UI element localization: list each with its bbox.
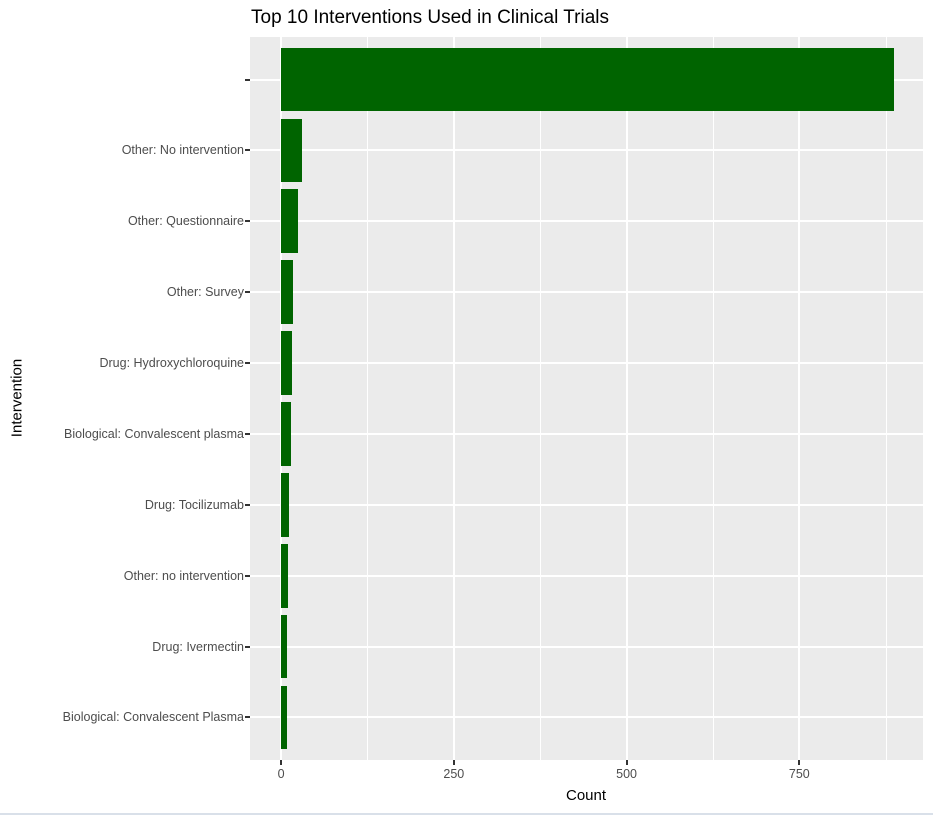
gridline-major-y-9 — [250, 716, 923, 719]
y-tick-8 — [245, 645, 250, 648]
y-axis-label-7: Other: no intervention — [123, 568, 244, 583]
bottom-rule — [0, 813, 933, 815]
plot-panel — [250, 37, 923, 760]
gridline-major-y-3 — [250, 291, 923, 294]
y-tick-7 — [245, 574, 250, 577]
gridline-major-y-6 — [250, 503, 923, 506]
gridline-major-x-750 — [798, 37, 801, 760]
bar-7 — [281, 543, 288, 608]
x-tick-0 — [280, 760, 283, 765]
gridline-major-y-1 — [250, 149, 923, 152]
x-axis-label-250: 250 — [443, 767, 465, 781]
y-tick-0 — [245, 78, 250, 81]
bar-2 — [281, 189, 298, 254]
gridline-minor-x-375 — [540, 37, 542, 760]
bar-0 — [281, 47, 894, 112]
chart-title: Top 10 Interventions Used in Clinical Tr… — [251, 7, 610, 28]
y-axis-label-1: Other: No intervention — [121, 143, 244, 158]
y-tick-3 — [245, 291, 250, 294]
x-tick-500 — [625, 760, 628, 765]
gridline-minor-x-875 — [885, 37, 887, 760]
y-axis-label-6: Drug: Tocilizumab — [144, 497, 244, 512]
y-tick-5 — [245, 432, 250, 435]
x-axis-label-0: 0 — [277, 767, 285, 781]
bar-5 — [281, 402, 292, 466]
gridline-major-y-4 — [250, 362, 923, 365]
gridline-major-x-250 — [452, 37, 455, 760]
y-axis-title: Intervention — [8, 358, 26, 438]
y-tick-9 — [245, 716, 250, 719]
y-tick-2 — [245, 220, 250, 223]
gridline-minor-x-625 — [712, 37, 714, 760]
bar-6 — [281, 472, 289, 537]
y-axis-label-5: Biological: Convalescent plasma — [64, 426, 244, 441]
bar-3 — [281, 260, 293, 325]
gridline-major-y-5 — [250, 432, 923, 435]
gridline-major-x-500 — [625, 37, 628, 760]
bar-9 — [281, 685, 287, 750]
y-axis-label-9: Biological: Convalescent Plasma — [62, 710, 244, 725]
y-axis-label-8: Drug: Ivermectin — [152, 639, 244, 654]
y-tick-4 — [245, 362, 250, 365]
y-axis-label-3: Other: Survey — [166, 285, 244, 300]
y-tick-1 — [245, 149, 250, 152]
bar-1 — [281, 118, 303, 183]
x-axis-title: Count — [565, 787, 607, 804]
gridline-minor-x-125 — [367, 37, 369, 760]
bar-4 — [281, 331, 293, 395]
x-axis-label-750: 750 — [788, 767, 810, 781]
y-axis-label-4: Drug: Hydroxychloroquine — [99, 356, 244, 371]
bar-8 — [281, 614, 288, 679]
x-axis-label-500: 500 — [616, 767, 637, 781]
gridline-major-x-0 — [280, 37, 283, 760]
y-axis-label-2: Other: Questionnaire — [127, 214, 244, 229]
gridline-major-y-8 — [250, 645, 923, 648]
y-tick-6 — [245, 503, 250, 506]
x-tick-750 — [798, 760, 801, 765]
gridline-major-y-2 — [250, 220, 923, 223]
x-tick-250 — [452, 760, 455, 765]
gridline-major-y-7 — [250, 574, 923, 577]
